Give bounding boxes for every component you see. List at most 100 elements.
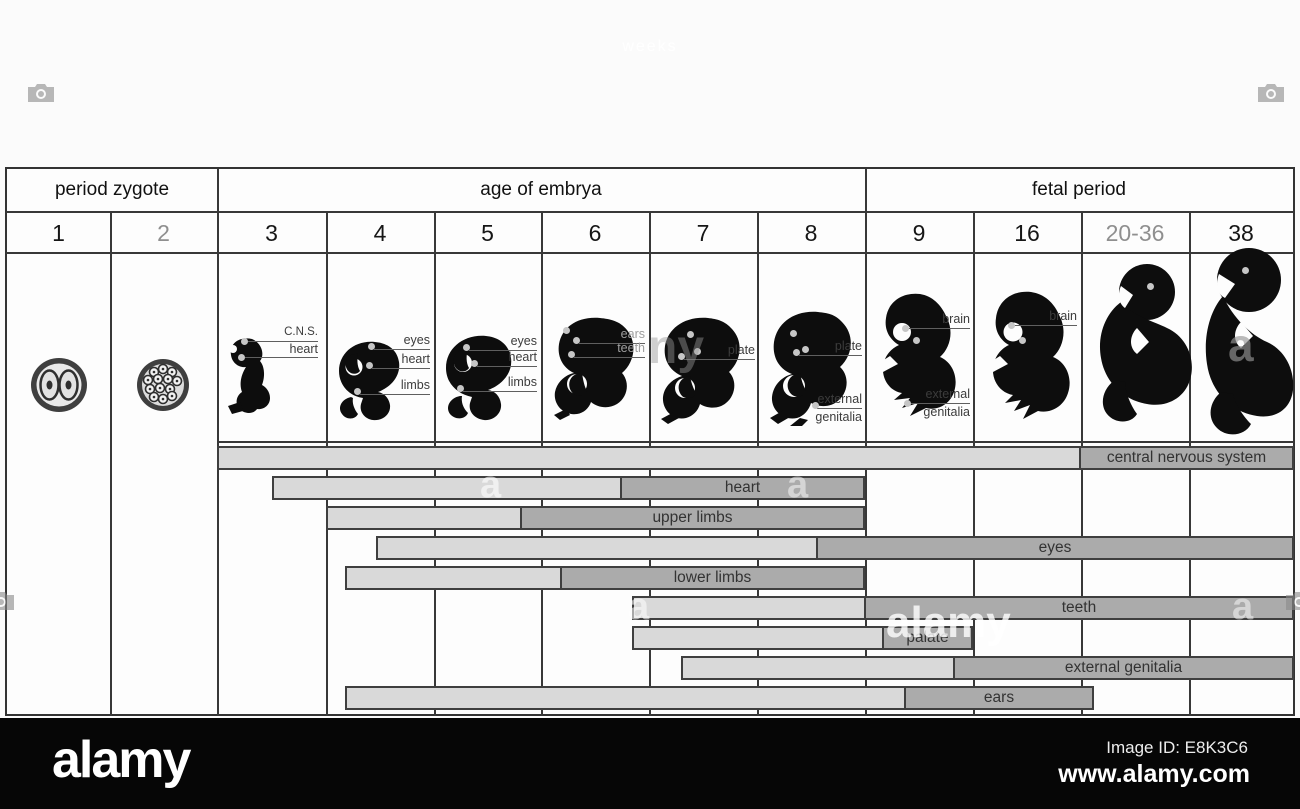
annotation-genitalia-label: genitalia [815, 410, 862, 424]
bar-label: ears [983, 689, 1015, 706]
annotation-plate-label: plate [834, 339, 862, 353]
week-label-5: 5 [481, 220, 494, 246]
week-label-38: 38 [1228, 220, 1254, 246]
camera-icon [1256, 82, 1286, 109]
feature-dot [354, 388, 361, 395]
feature-dot [1019, 337, 1026, 344]
leader-line [463, 391, 537, 392]
annotation-external-label: external [925, 387, 970, 401]
bar-teeth: teeth [632, 596, 1294, 620]
fetus-week-38-figure [1193, 246, 1295, 445]
bar-upper-limbs: upper limbs [326, 506, 865, 530]
grid-line [110, 213, 112, 716]
feature-dot [790, 330, 797, 337]
feature-dot [366, 362, 373, 369]
feature-dot [241, 338, 248, 345]
feature-dot [368, 343, 375, 350]
bar-external-genitalia: external genitalia [681, 656, 1294, 680]
week-label-1: 1 [52, 220, 65, 246]
leader-line [579, 343, 645, 344]
annotation-brain-label: brain [1049, 309, 1077, 323]
week-label-6: 6 [588, 220, 602, 246]
period-fetal-header: fetal period [1031, 179, 1126, 200]
embryo-week-3-figure [226, 336, 276, 421]
feature-dot [1008, 322, 1015, 329]
week-label-8: 8 [804, 220, 818, 246]
embryo-week-4-figure [333, 340, 407, 427]
bar-label: central nervous system [1106, 449, 1267, 466]
feature-dot [687, 331, 694, 338]
bar-label: palate [906, 629, 949, 646]
fetus-week-20-36-figure [1085, 262, 1203, 443]
leader-line [817, 408, 862, 409]
bar-eyes: eyes [376, 536, 1294, 560]
grid-line [865, 169, 867, 716]
week-label-16: 16 [1014, 220, 1040, 246]
annotation-cns-label: C.N.S. [284, 326, 318, 338]
leader-line [477, 366, 537, 367]
grid-line [217, 169, 219, 716]
feature-dot [902, 325, 909, 332]
feature-dot [694, 348, 701, 355]
embryo-week-8-figure [760, 310, 860, 431]
zygote-morula-figure [136, 358, 190, 417]
image-id-text: Image ID: E8K3C6 [1106, 738, 1248, 757]
leader-line [574, 357, 645, 358]
bar-lower-limbs: lower limbs [345, 566, 865, 590]
annotation-genitalia-label: genitalia [923, 405, 970, 419]
bar-palate: palate [632, 626, 973, 650]
page-title: weeks [622, 38, 678, 55]
annotation-limbs-label: limbs [400, 378, 430, 392]
annotation-heart-label: heart [401, 352, 431, 366]
leader-line [245, 357, 318, 358]
leader-line [684, 359, 755, 360]
feature-dot [678, 353, 685, 360]
annotation-eyes-label: eyes [403, 333, 430, 347]
bar-central-nervous-system: central nervous system [217, 446, 1294, 470]
leader-line [1014, 325, 1077, 326]
bar-label: teeth [1061, 599, 1097, 616]
week-label-7: 7 [696, 220, 710, 246]
camera-icon [1284, 590, 1300, 617]
bar-label: eyes [1038, 539, 1072, 556]
camera-icon [26, 82, 56, 109]
feature-dot [238, 354, 245, 361]
annotation-heart-label: heart [508, 350, 538, 364]
feature-dot [1242, 267, 1249, 274]
annotation-eyes-label: eyes [510, 334, 537, 348]
bar-label: lower limbs [673, 569, 752, 586]
leader-line [248, 341, 318, 342]
feature-dot [812, 402, 819, 409]
annotation-brain-label: brain [942, 312, 970, 326]
grid-line [217, 441, 1294, 443]
bar-heart: heart [272, 476, 865, 500]
feature-dot [457, 385, 464, 392]
week-label-9: 9 [912, 220, 926, 246]
week-label-4: 4 [373, 220, 387, 246]
bar-label: heart [724, 479, 761, 496]
bar-label: upper limbs [652, 509, 733, 526]
alamy-logo: alamy [52, 731, 191, 789]
week-label-20-36: 20-36 [1105, 220, 1165, 246]
leader-line [799, 355, 862, 356]
zygote-two-cell-figure [30, 357, 88, 418]
leader-line [372, 368, 430, 369]
period-zygote-header: period zygote [54, 179, 170, 200]
week-label-2: 2 [157, 220, 170, 246]
watermark-footer-bar: alamy Image ID: E8K3C6 www.alamy.com [0, 718, 1300, 809]
leader-line [374, 349, 430, 350]
feature-dot [913, 337, 920, 344]
feature-dot [471, 360, 478, 367]
leader-line [360, 394, 430, 395]
annotation-ears-label: ears [620, 327, 645, 341]
feature-dot [568, 351, 575, 358]
leader-line [908, 328, 970, 329]
embryo-week-5-figure [440, 334, 520, 427]
embryo-week-7-figure [652, 316, 748, 429]
feature-dot [802, 346, 809, 353]
leader-line [469, 350, 537, 351]
bar-label: external genitalia [1064, 659, 1183, 676]
bar-ears: ears [345, 686, 1094, 710]
annotation-limbs-label: limbs [507, 375, 537, 389]
feature-dot [563, 327, 570, 334]
